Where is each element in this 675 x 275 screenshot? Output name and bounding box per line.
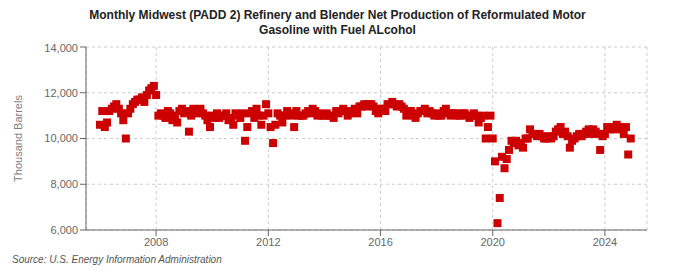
html-text:Monthly Midwest (PADD 2) Refin: Monthly Midwest (PADD 2) Refinery and Bl… [89,8,586,22]
svg-text:2016: 2016 [368,236,392,248]
html-text:Source: U.S. Energy Informatio: Source: U.S. Energy Information Administ… [12,254,222,265]
svg-text:6,000: 6,000 [50,224,78,236]
svg-text:2020: 2020 [480,236,504,248]
svg-text:2024: 2024 [593,236,617,248]
svg-text:12,000: 12,000 [44,87,78,99]
svg-text:10,000: 10,000 [44,132,78,144]
html-text:Gasoline with Fuel ALcohol: Gasoline with Fuel ALcohol [259,23,416,37]
svg-text:14,000: 14,000 [44,42,78,54]
svg-text:2008: 2008 [144,236,168,248]
svg-text:2012: 2012 [256,236,280,248]
svg-text:8,000: 8,000 [50,178,78,190]
svg-text:Thousand Barrels: Thousand Barrels [12,95,24,182]
